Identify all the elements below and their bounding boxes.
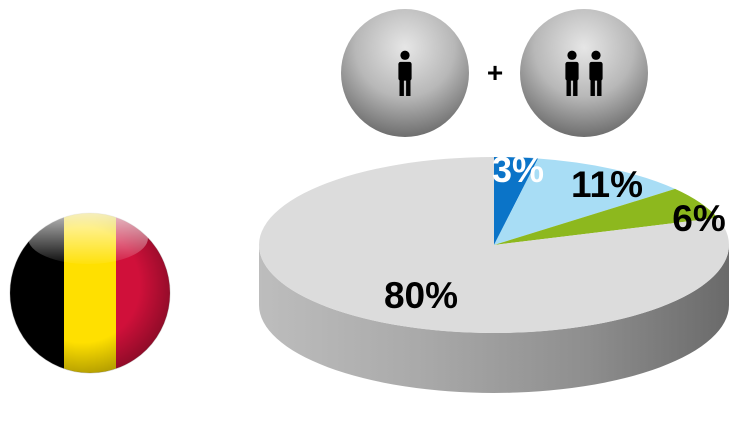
pie-label-11pct: 11% — [571, 164, 643, 205]
pie-side — [259, 245, 729, 393]
belgium-flag-icon — [9, 212, 171, 374]
plus-sign: + — [487, 57, 503, 88]
pie-slice-11pct — [494, 158, 676, 245]
pie-label-80pct: 80% — [384, 275, 458, 316]
pie-chart: 3% 11% 6% 80% — [258, 149, 729, 393]
two-people-icon — [520, 9, 648, 137]
pie-slice-6pct — [494, 188, 718, 245]
pie-label-3pct: 3% — [492, 149, 544, 190]
pie-slice-3pct — [494, 157, 539, 245]
pie-slice-80pct — [258, 157, 729, 333]
single-person-icon — [341, 9, 469, 137]
pie-label-6pct: 6% — [672, 198, 725, 239]
